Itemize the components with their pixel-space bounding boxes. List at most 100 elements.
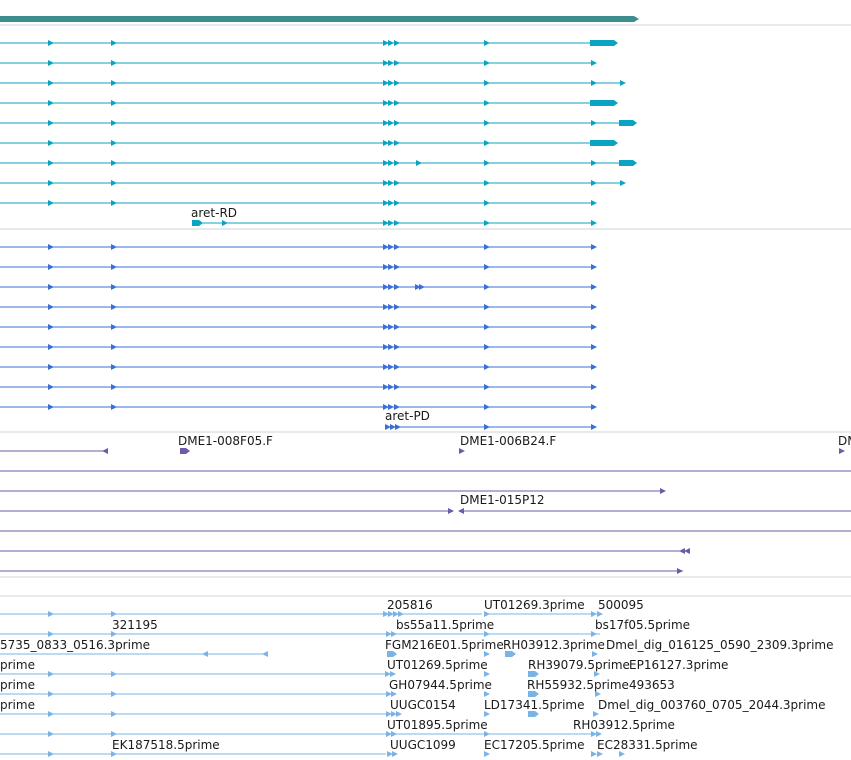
est-label[interactable]: RH03912.3prime (503, 638, 605, 652)
gene-span-bar[interactable] (0, 16, 634, 22)
exon-block[interactable] (619, 120, 633, 126)
exon-arrow-marker (484, 424, 490, 430)
est-label[interactable]: FGM216E01.5prime (385, 638, 504, 652)
est-label[interactable]: prime (0, 678, 35, 692)
est-label[interactable]: RH55932.5prime (527, 678, 629, 692)
exon-arrow-marker (383, 304, 389, 310)
exon-arrow-marker (383, 344, 389, 350)
exon-arrow-marker (111, 324, 117, 330)
est-label[interactable]: EC28331.5prime (597, 738, 698, 752)
exon-arrow-marker (111, 140, 117, 146)
est-label[interactable]: UUGC1099 (390, 738, 456, 752)
exon-block[interactable] (180, 448, 186, 454)
exon-arrow-marker (111, 611, 117, 617)
est-label[interactable]: EP16127.3prime (629, 658, 729, 672)
exon-arrow-marker (591, 631, 597, 637)
exon-arrow-marker (202, 651, 208, 657)
exon-arrow-marker (383, 244, 389, 250)
clone-label[interactable]: DME1-006B24.F (460, 434, 557, 448)
exon-block[interactable] (619, 160, 633, 166)
exon-arrow-marker (48, 160, 54, 166)
clone-label[interactable]: DME1-015P12 (460, 493, 545, 507)
exon-block[interactable] (192, 220, 199, 226)
exon-arrow-marker (385, 424, 391, 430)
exon-arrow-marker (484, 220, 490, 226)
est-label[interactable]: 5735_0833_0516.3prime (0, 638, 151, 652)
est-label[interactable]: 500095 (598, 598, 644, 612)
exon-block[interactable] (505, 651, 512, 657)
est-label[interactable]: bs55a11.5prime (396, 618, 495, 632)
exon-arrow-marker (111, 364, 117, 370)
exon-arrow-marker (385, 671, 391, 677)
exon-arrow-marker (111, 731, 117, 737)
exon-arrow-marker (684, 548, 690, 554)
exon-block[interactable] (590, 40, 614, 46)
clone-label[interactable]: DME1-008F05.F (178, 434, 273, 448)
exon-arrow-marker (111, 244, 117, 250)
est-label[interactable]: EC17205.5prime (484, 738, 585, 752)
est-label[interactable]: 205816 (387, 598, 433, 612)
est-label[interactable]: prime (0, 658, 35, 672)
exon-arrow-marker (484, 284, 490, 290)
est-label[interactable]: EK187518.5prime (112, 738, 220, 752)
exon-arrow-marker (591, 304, 597, 310)
exon-block[interactable] (528, 711, 535, 717)
est-label[interactable]: 321195 (112, 618, 158, 632)
exon-arrow-marker (111, 200, 117, 206)
exon-block[interactable] (528, 671, 535, 677)
exon-arrow-marker (383, 180, 389, 186)
est-label[interactable]: UT01895.5prime (387, 718, 488, 732)
transcript-label-aret-pd[interactable]: aret-PD (385, 409, 430, 423)
exon-arrow-marker (391, 711, 397, 717)
exon-arrow-marker (394, 200, 400, 206)
est-label[interactable]: GH07944.5prime (389, 678, 492, 692)
exon-block-tip (393, 651, 397, 657)
est-label[interactable]: RH03912.5prime (573, 718, 675, 732)
est-label[interactable]: 493653 (629, 678, 675, 692)
est-label[interactable]: UT01269.5prime (387, 658, 488, 672)
est-label[interactable]: LD17341.5prime (484, 698, 585, 712)
exon-arrow-marker (48, 264, 54, 270)
exon-block[interactable] (528, 691, 535, 697)
exon-arrow-marker (48, 671, 54, 677)
exon-arrow-marker (484, 611, 490, 617)
exon-arrow-marker (394, 60, 400, 66)
exon-arrow-marker (484, 731, 490, 737)
exon-arrow-marker (383, 40, 389, 46)
exon-arrow-marker (390, 671, 396, 677)
est-label[interactable]: RH39079.5prime (528, 658, 630, 672)
exon-arrow-marker (48, 631, 54, 637)
exon-arrow-marker (597, 751, 603, 757)
exon-block[interactable] (387, 651, 393, 657)
exon-arrow-marker (620, 180, 626, 186)
exon-arrow-marker (398, 611, 404, 617)
clone-label[interactable]: DM (838, 434, 851, 448)
exon-arrow-marker (111, 180, 117, 186)
exon-arrow-marker (386, 711, 392, 717)
est-label[interactable]: Dmel_dig_003760_0705_2044.3prime (598, 698, 826, 712)
exon-arrow-marker (391, 731, 397, 737)
exon-arrow-marker (48, 200, 54, 206)
exon-arrow-marker (388, 611, 394, 617)
exon-arrow-marker (484, 140, 490, 146)
est-label[interactable]: UT01269.3prime (484, 598, 585, 612)
exon-arrow-marker (48, 691, 54, 697)
exon-arrow-marker (592, 651, 598, 657)
exon-arrow-marker (48, 140, 54, 146)
exon-arrow-marker (388, 284, 394, 290)
exon-arrow-marker (396, 711, 402, 717)
exon-arrow-marker (391, 691, 397, 697)
exon-arrow-marker (383, 160, 389, 166)
exon-block[interactable] (590, 100, 614, 106)
est-label[interactable]: Dmel_dig_016125_0590_2309.3prime (606, 638, 834, 652)
exon-arrow-marker (394, 304, 400, 310)
exon-arrow-marker (48, 711, 54, 717)
exon-arrow-marker (484, 180, 490, 186)
transcript-label-aret-rd[interactable]: aret-RD (191, 206, 238, 220)
exon-arrow-marker (386, 691, 392, 697)
est-label[interactable]: UUGC0154 (390, 698, 456, 712)
exon-block[interactable] (590, 140, 614, 146)
exon-arrow-marker (388, 80, 394, 86)
est-label[interactable]: bs17f05.5prime (595, 618, 691, 632)
est-label[interactable]: prime (0, 698, 35, 712)
